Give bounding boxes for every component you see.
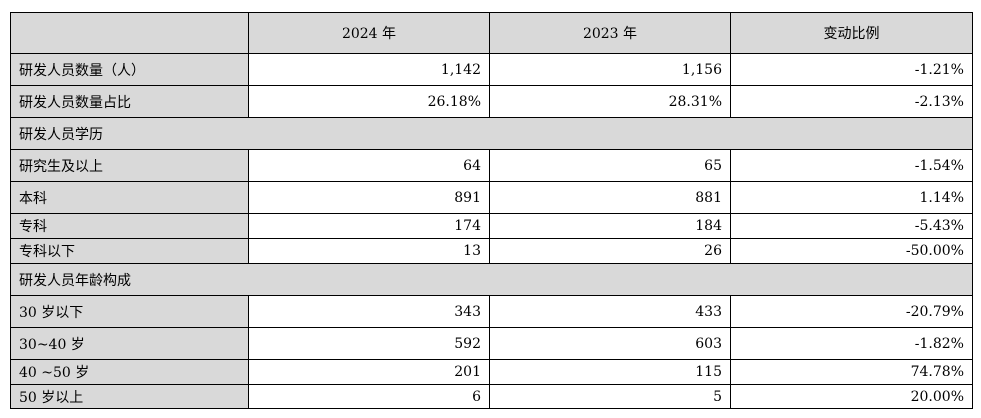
section-label: 研发人员学历 (10, 117, 973, 150)
row-label: 研发人员数量（人） (10, 53, 249, 86)
row-label: 研究生及以上 (10, 149, 249, 182)
change-ratio: 1.14% (730, 181, 973, 214)
value-2023: 881 (489, 181, 731, 214)
table-row: 30 岁以下 343 433 -20.79% (10, 295, 973, 328)
value-2024: 26.18% (248, 85, 490, 118)
section-label: 研发人员年龄构成 (10, 263, 973, 296)
table-row: 专科以下 13 26 -50.00% (10, 238, 973, 264)
header-2023: 2023 年 (489, 12, 731, 54)
value-2023: 433 (489, 295, 731, 328)
value-2023: 5 (489, 384, 731, 409)
header-row: 2024 年 2023 年 变动比例 (10, 12, 973, 54)
section-row: 研发人员学历 (10, 117, 973, 150)
value-2023: 184 (489, 213, 731, 239)
row-label: 专科以下 (10, 238, 249, 264)
change-ratio: -5.43% (730, 213, 973, 239)
table-row: 研发人员数量占比 26.18% 28.31% -2.13% (10, 85, 973, 118)
row-label: 本科 (10, 181, 249, 214)
table-row: 30~40 岁 592 603 -1.82% (10, 327, 973, 360)
value-2023: 65 (489, 149, 731, 182)
value-2024: 1,142 (248, 53, 490, 86)
row-label: 50 岁以上 (10, 384, 249, 409)
row-label: 专科 (10, 213, 249, 239)
value-2023: 28.31% (489, 85, 731, 118)
value-2023: 603 (489, 327, 731, 360)
value-2024: 592 (248, 327, 490, 360)
change-ratio: 74.78% (730, 359, 973, 385)
value-2024: 343 (248, 295, 490, 328)
value-2023: 115 (489, 359, 731, 385)
table-row: 本科 891 881 1.14% (10, 181, 973, 214)
change-ratio: -1.21% (730, 53, 973, 86)
row-label: 30 岁以下 (10, 295, 249, 328)
change-ratio: -20.79% (730, 295, 973, 328)
header-change: 变动比例 (730, 12, 973, 54)
value-2024: 13 (248, 238, 490, 264)
value-2023: 26 (489, 238, 731, 264)
table-row: 专科 174 184 -5.43% (10, 213, 973, 239)
table-row: 50 岁以上 6 5 20.00% (10, 384, 973, 409)
table-row: 研究生及以上 64 65 -1.54% (10, 149, 973, 182)
change-ratio: -50.00% (730, 238, 973, 264)
row-label: 30~40 岁 (10, 327, 249, 360)
change-ratio: -1.54% (730, 149, 973, 182)
section-row: 研发人员年龄构成 (10, 263, 973, 296)
value-2024: 6 (248, 384, 490, 409)
value-2024: 174 (248, 213, 490, 239)
row-label: 研发人员数量占比 (10, 85, 249, 118)
value-2024: 64 (248, 149, 490, 182)
change-ratio: -1.82% (730, 327, 973, 360)
value-2023: 1,156 (489, 53, 731, 86)
header-2024: 2024 年 (248, 12, 490, 54)
row-label: 40 ~50 岁 (10, 359, 249, 385)
rd-personnel-table: 2024 年 2023 年 变动比例 研发人员数量（人） 1,142 1,156 -1… (10, 12, 973, 409)
table-row: 40 ~50 岁 201 115 74.78% (10, 359, 973, 385)
change-ratio: -2.13% (730, 85, 973, 118)
value-2024: 201 (248, 359, 490, 385)
value-2024: 891 (248, 181, 490, 214)
table-row: 研发人员数量（人） 1,142 1,156 -1.21% (10, 53, 973, 86)
change-ratio: 20.00% (730, 384, 973, 409)
header-label-cell (10, 12, 249, 54)
